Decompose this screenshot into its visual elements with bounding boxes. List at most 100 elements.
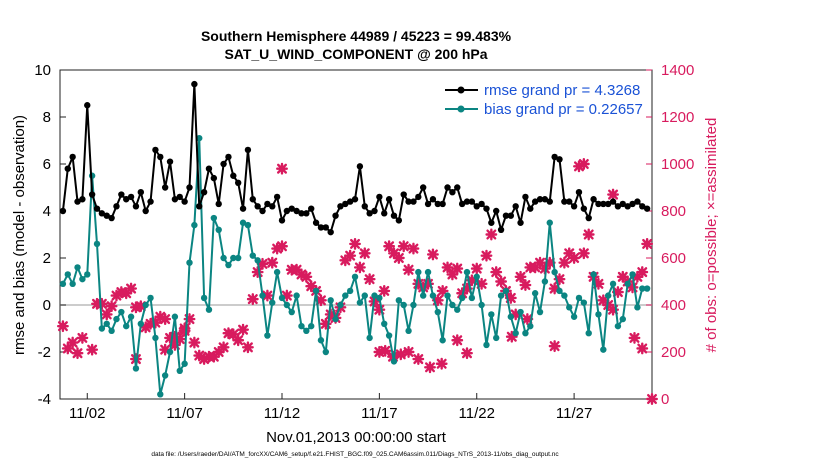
bias-series-point [152, 334, 159, 342]
rmse-series-point [497, 226, 505, 233]
bias-series-point [541, 278, 549, 285]
bias-series-point [390, 358, 398, 365]
rmse-series-point [371, 207, 378, 215]
chart-subtitle: SAT_U_WIND_COMPONENT @ 200 hPa [224, 46, 487, 62]
bias-series-point [609, 280, 617, 288]
rmse-series-point [468, 198, 476, 205]
obs-assimilated-marker [305, 280, 318, 293]
bias-series-point [643, 285, 651, 292]
obs-assimilated-marker [461, 347, 473, 360]
rmse-series-point [376, 193, 383, 201]
bias-series-point [614, 322, 622, 330]
obs-assimilated-marker [529, 261, 542, 274]
y-tick-label-right: 1400 [661, 62, 694, 79]
obs-assimilated-marker [543, 256, 556, 269]
bias-series-point [308, 322, 315, 330]
y-tick-label-right: 1000 [661, 156, 694, 173]
bias-series-point [200, 294, 208, 302]
rmse-series-point [361, 203, 368, 210]
obs-assimilated-marker [607, 303, 620, 316]
bias-series-point [332, 315, 339, 323]
rmse-series-point [186, 184, 193, 191]
rmse-series-point [342, 200, 349, 208]
rmse-series-point [561, 198, 568, 205]
obs-assimilated-marker [485, 228, 498, 241]
bias-series-point [259, 292, 266, 299]
bias-series-point [215, 226, 222, 233]
rmse-series-point [629, 200, 636, 208]
rmse-series-point [600, 200, 607, 208]
bias-series-point [210, 214, 218, 222]
obs-assimilated-marker [276, 162, 288, 175]
rmse-series-point [322, 224, 330, 231]
bias-series-point [405, 327, 412, 335]
rmse-series-point [551, 153, 558, 161]
bias-series-point [74, 264, 81, 271]
data-file-footnote: data file: /Users/raeder/DAI/ATM_forcXX/… [151, 451, 559, 458]
bias-series-point [444, 292, 451, 299]
rmse-series-point [69, 153, 76, 161]
bias-series-point [410, 301, 417, 309]
bias-series-point [434, 308, 441, 316]
rmse-series-point [210, 174, 218, 182]
rmse-series-point [634, 198, 641, 205]
bias-series-point [551, 268, 558, 276]
rmse-series-point [166, 158, 174, 165]
bias-series-point [419, 292, 427, 299]
obs-assimilated-marker [168, 330, 181, 343]
rmse-series-point [439, 200, 446, 208]
obs-assimilated-marker [424, 361, 436, 374]
legend-rmse-label: rmse grand pr = 4.3268 [484, 82, 640, 99]
obs-assimilated-marker [388, 247, 400, 260]
rmse-series-point [108, 214, 115, 222]
bias-series-point [458, 294, 466, 302]
rmse-series-point [590, 196, 597, 203]
rmse-series-point [639, 203, 646, 210]
bias-series-point [522, 330, 529, 337]
bias-series-point [191, 221, 198, 229]
rmse-series-point [249, 196, 256, 203]
x-tick-label: 11/02 [69, 405, 105, 422]
obs-assimilated-marker [407, 242, 420, 255]
obs-assimilated-marker [188, 336, 201, 349]
bias-series-point [473, 273, 480, 280]
bias-series-point [600, 346, 607, 353]
rmse-series-point [527, 205, 534, 212]
obs-assimilated-marker [553, 273, 566, 286]
obs-assimilated-marker [159, 313, 172, 326]
obs-assimilated-marker [295, 268, 308, 281]
bias-series-point [478, 301, 485, 309]
obs-assimilated-marker [519, 279, 532, 291]
obs-assimilated-marker [504, 292, 517, 304]
bias-series-point [507, 313, 515, 320]
bias-series-point [566, 304, 573, 311]
x-axis-label: Nov.01,2013 00:00:00 start [266, 429, 447, 446]
obs-assimilated-marker [558, 256, 571, 269]
bias-series-point [546, 219, 553, 226]
obs-assimilated-marker [212, 346, 225, 358]
rmse-series-point [123, 196, 130, 203]
bias-series-point [317, 337, 325, 344]
rmse-series-point [619, 200, 626, 208]
y-tick-label-left: 2 [43, 250, 51, 267]
obs-assimilated-marker [470, 262, 483, 275]
rmse-series-point [152, 146, 159, 154]
x-tick-label: 11/22 [459, 405, 495, 422]
bias-series-point [361, 292, 368, 299]
bias-series-point [322, 348, 330, 356]
rmse-series-point [478, 200, 485, 208]
bias-series-point [454, 306, 461, 313]
legend: rmse grand pr = 4.3268 bias grand pr = 0… [445, 82, 643, 118]
obs-assimilated-marker [431, 294, 444, 307]
bias-series-point [351, 273, 359, 280]
rmse-series-point [381, 210, 388, 217]
rmse-series-point [356, 163, 364, 170]
obs-assimilated-marker [636, 266, 649, 279]
rmse-series-point [575, 189, 583, 196]
bias-series-point [225, 261, 232, 269]
bias-series-point [395, 297, 403, 304]
bias-series-point [624, 280, 631, 288]
rmse-series-point [239, 205, 247, 212]
rmse-series-point [351, 196, 359, 203]
